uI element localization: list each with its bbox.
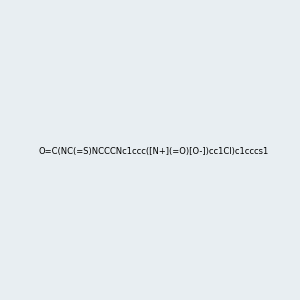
Text: O=C(NC(=S)NCCCNc1ccc([N+](=O)[O-])cc1Cl)c1cccs1: O=C(NC(=S)NCCCNc1ccc([N+](=O)[O-])cc1Cl)…: [39, 147, 269, 156]
